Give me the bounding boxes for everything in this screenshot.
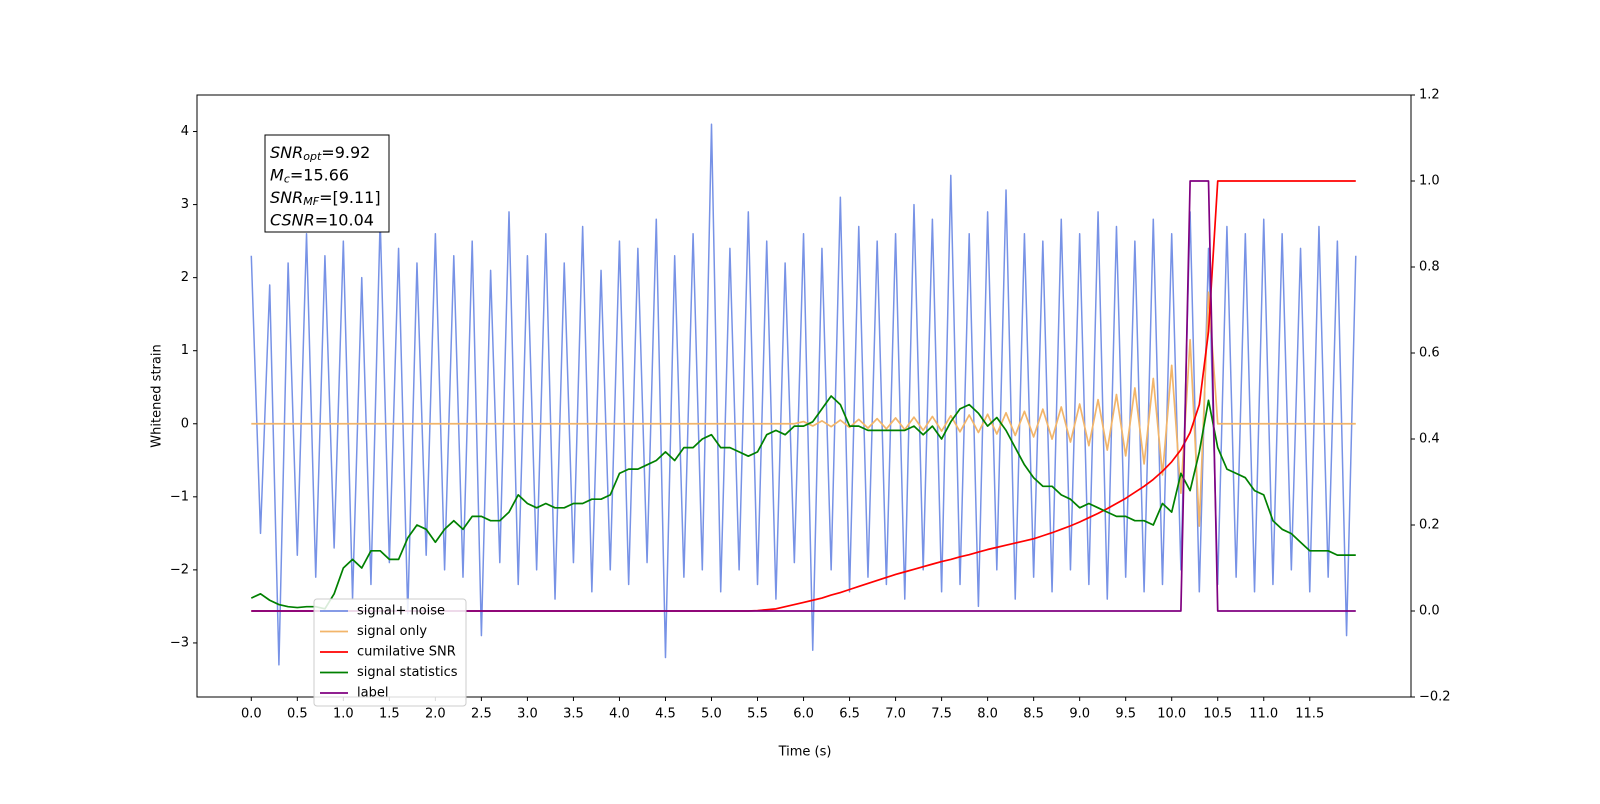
x-tick-label: 2.0 [425, 707, 446, 722]
annotation-rest: =9.92 [321, 143, 370, 162]
annotation-box: SNRopt=9.92Mc=15.66SNRMF=[9.11]CSNR=10.0… [264, 134, 390, 233]
annotation-main: CSNR [270, 210, 315, 229]
y-tick-label: 2 [181, 270, 189, 285]
annotation-main: M [270, 165, 284, 184]
x-tick-label: 4.5 [655, 707, 676, 722]
x-tick-label: 3.0 [517, 707, 538, 722]
annotation-rest: =15.66 [290, 165, 349, 184]
x-tick-label: 9.5 [1115, 707, 1136, 722]
y-tick-label: −1 [170, 489, 189, 504]
series-line [250, 395, 1356, 610]
annotation-sub: MF [303, 195, 319, 208]
x-tick-label: 7.5 [931, 707, 952, 722]
legend-label: signal statistics [357, 665, 458, 680]
y2-tick-label: 1.0 [1419, 174, 1440, 189]
x-tick-label: 0.0 [241, 707, 262, 722]
x-tick-label: 11.5 [1295, 707, 1324, 722]
legend-label: signal only [357, 624, 427, 639]
x-tick-label: 9.0 [1069, 707, 1090, 722]
annotation-main: SNR [270, 188, 303, 207]
annotation-frame [264, 134, 390, 233]
x-tick-label: 5.0 [701, 707, 722, 722]
legend: signal+ noise signal only cumilative SNR si… [313, 598, 467, 707]
x-tick-label: 4.0 [609, 707, 630, 722]
y-tick-label: 1 [181, 343, 189, 358]
annotation-rest: =[9.11] [319, 188, 381, 207]
annotation-text: CSNR=10.04 [270, 210, 374, 229]
y2-tick-label: 0.8 [1419, 260, 1440, 275]
annotation-text: Mc=15.66 [270, 165, 349, 186]
annotation-text: SNRopt=9.92 [270, 143, 370, 164]
series-line [251, 291, 1356, 527]
y-axis-label: Whitened strain [150, 344, 165, 447]
legend-frame [313, 598, 467, 707]
y2-tick-label: 0.4 [1419, 432, 1440, 447]
x-tick-label: 11.0 [1249, 707, 1278, 722]
y-tick-label: 0 [181, 416, 189, 431]
annotation-rest: =10.04 [315, 210, 374, 229]
legend-label: signal+ noise [357, 604, 445, 619]
y-tick-label: −3 [170, 635, 189, 650]
x-tick-label: 10.0 [1157, 707, 1186, 722]
x-tick-label: 7.0 [885, 707, 906, 722]
y2-tick-label: 1.2 [1419, 88, 1440, 103]
y-tick-label: 3 [181, 197, 189, 212]
y2-tick-label: −0.2 [1419, 690, 1451, 705]
x-axis-label: Time (s) [778, 745, 832, 760]
x-tick-label: 6.0 [793, 707, 814, 722]
y2-tick-label: 0.6 [1419, 346, 1440, 361]
series-line [250, 123, 1357, 666]
annotation-sub: c [284, 173, 290, 186]
x-tick-label: 6.5 [839, 707, 860, 722]
x-tick-label: 2.5 [471, 707, 492, 722]
x-tick-label: 1.0 [333, 707, 354, 722]
x-tick-label: 8.0 [977, 707, 998, 722]
y2-tick-label: 0.0 [1419, 604, 1440, 619]
annotation-main: SNR [270, 143, 303, 162]
x-tick-label: 8.5 [1023, 707, 1044, 722]
y-tick-label: −2 [170, 562, 189, 577]
x-tick-label: 0.5 [287, 707, 308, 722]
annotation-text: SNRMF=[9.11] [270, 188, 381, 209]
legend-label: label [357, 686, 388, 701]
legend-label: cumilative SNR [357, 645, 456, 660]
y2-tick-label: 0.2 [1419, 518, 1440, 533]
y-tick-label: 4 [181, 124, 189, 139]
x-tick-label: 1.5 [379, 707, 400, 722]
annotation-sub: opt [303, 150, 322, 163]
x-tick-label: 10.5 [1203, 707, 1232, 722]
x-tick-label: 3.5 [563, 707, 584, 722]
x-tick-label: 5.5 [747, 707, 768, 722]
